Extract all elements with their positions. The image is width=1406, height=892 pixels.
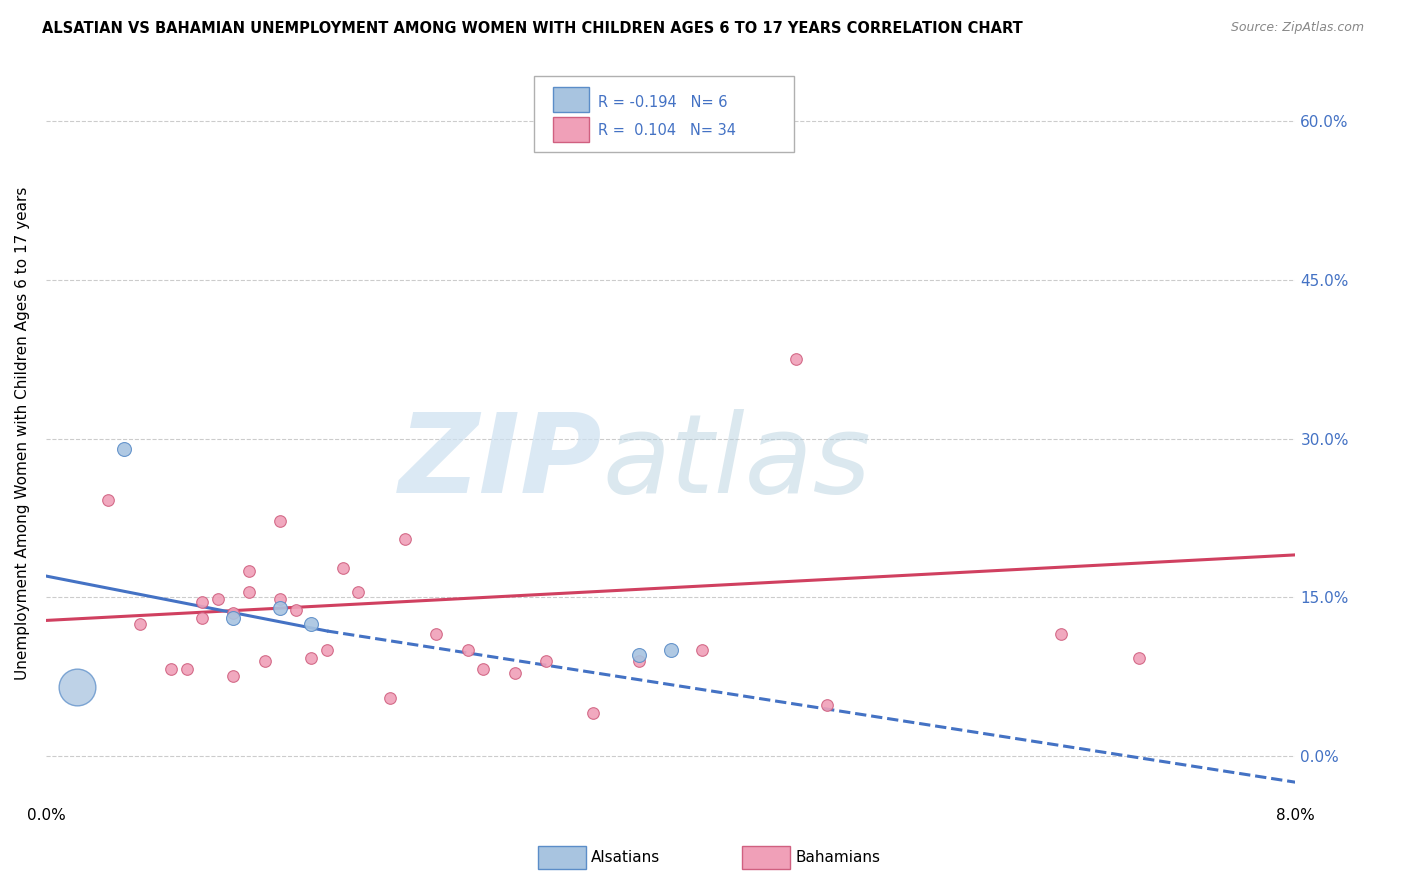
Point [176,662,198,676]
Point [253,654,276,668]
Point [191,611,214,625]
Point [269,592,291,607]
Point [66,680,89,694]
Point [269,514,291,528]
Text: R = -0.194   N= 6: R = -0.194 N= 6 [598,95,727,110]
Point [503,666,526,681]
Point [316,643,339,657]
Point [207,592,229,607]
Point [112,442,135,457]
Point [222,669,245,683]
Point [378,690,401,705]
Point [222,606,245,620]
Point [472,662,495,676]
Text: R =  0.104   N= 34: R = 0.104 N= 34 [598,123,735,138]
Point [628,654,651,668]
Point [815,698,838,712]
Text: ZIP: ZIP [398,409,602,516]
Point [301,651,323,665]
Point [238,564,260,578]
Point [1050,627,1073,641]
Point [301,616,323,631]
Point [97,492,120,507]
Point [628,648,651,663]
Text: Source: ZipAtlas.com: Source: ZipAtlas.com [1230,21,1364,34]
Point [160,662,183,676]
Y-axis label: Unemployment Among Women with Children Ages 6 to 17 years: Unemployment Among Women with Children A… [15,186,30,680]
Point [128,616,150,631]
Point [534,654,557,668]
Point [394,532,416,546]
Point [1128,651,1150,665]
Point [191,595,214,609]
Point [347,585,370,599]
Point [581,706,603,721]
Text: Alsatians: Alsatians [591,850,659,864]
Point [284,603,307,617]
Point [690,643,713,657]
Point [457,643,479,657]
Point [332,560,354,574]
Point [425,627,447,641]
Point [785,352,807,367]
Text: atlas: atlas [602,409,870,516]
Point [659,643,682,657]
Text: Bahamians: Bahamians [796,850,880,864]
Point [222,611,245,625]
Point [238,585,260,599]
Text: ALSATIAN VS BAHAMIAN UNEMPLOYMENT AMONG WOMEN WITH CHILDREN AGES 6 TO 17 YEARS C: ALSATIAN VS BAHAMIAN UNEMPLOYMENT AMONG … [42,21,1024,36]
Point [269,600,291,615]
